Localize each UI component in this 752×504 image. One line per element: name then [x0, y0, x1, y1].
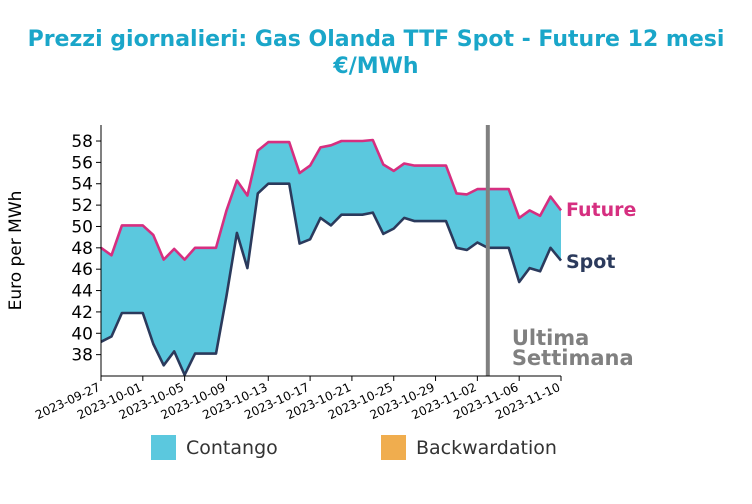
chart-title-main: Prezzi giornalieri: Gas Olanda TTF Spot … [27, 27, 725, 52]
y-tick-label: 48 [71, 239, 93, 259]
legend-swatch-backwardation [381, 435, 406, 460]
chart-subtitle: €/MWh [333, 54, 419, 79]
chart-title: Prezzi giornalieri: Gas Olanda TTF Spot … [0, 26, 752, 80]
y-tick-label: 52 [71, 196, 93, 216]
y-tick-label: 38 [71, 346, 93, 366]
legend: Contango Backwardation [151, 435, 557, 460]
y-tick-label: 50 [71, 217, 93, 237]
y-tick-label: 46 [71, 260, 93, 280]
annotations: Euro per MWh Ultima Settimana Future Spo… [6, 191, 636, 370]
spot-series-label: Spot [566, 251, 615, 273]
legend-label-contango: Contango [186, 437, 278, 459]
future-series-label: Future [566, 199, 636, 221]
plot-area [100, 125, 563, 377]
y-tick-label: 42 [71, 303, 93, 323]
y-tick-label: 44 [71, 282, 93, 302]
y-tick-label: 54 [71, 175, 93, 195]
y-tick-label: 56 [71, 153, 93, 173]
y-axis-label: Euro per MWh [6, 191, 26, 311]
contango-fill-area [101, 140, 561, 375]
last-week-label-line1: Ultima [512, 326, 590, 350]
legend-swatch-contango [151, 435, 176, 460]
legend-label-backwardation: Backwardation [416, 437, 557, 459]
series-line-future [100, 138, 563, 261]
series-line-spot [100, 182, 563, 377]
y-tick-label: 58 [71, 132, 93, 152]
y-tick-label: 40 [71, 324, 93, 344]
last-week-label-line2: Settimana [512, 346, 634, 370]
